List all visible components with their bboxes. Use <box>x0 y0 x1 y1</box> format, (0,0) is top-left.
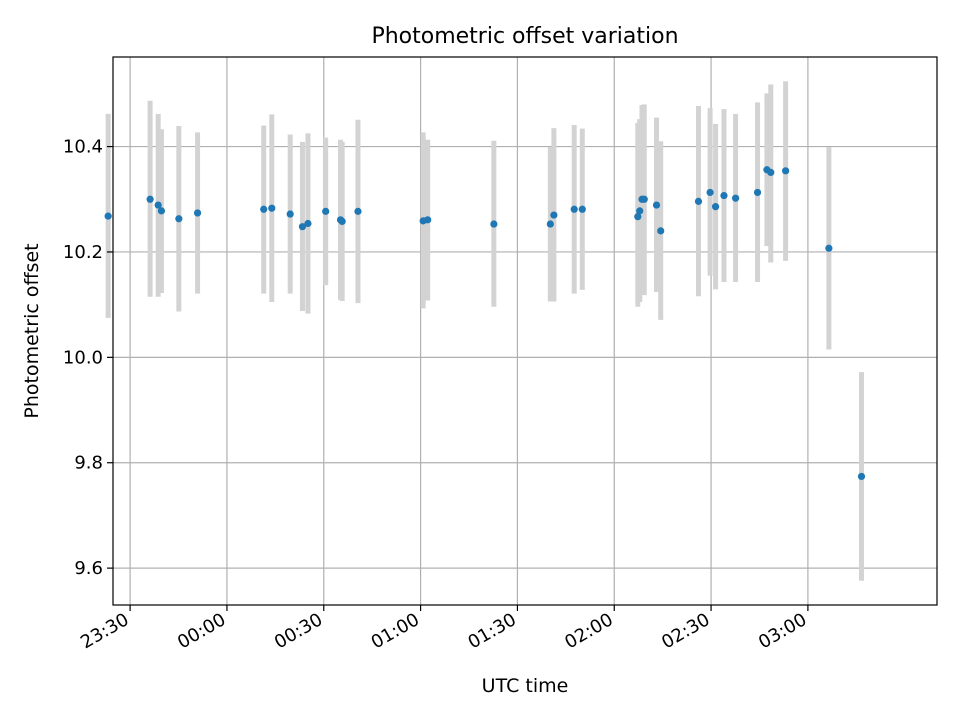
data-point <box>490 220 498 228</box>
data-point <box>146 195 154 203</box>
data-points <box>104 166 866 481</box>
data-point <box>640 195 648 203</box>
data-point <box>720 191 728 200</box>
data-point <box>338 217 346 225</box>
data-point <box>298 223 307 231</box>
data-point <box>546 220 554 228</box>
y-tick-label: 9.6 <box>74 558 103 579</box>
data-point <box>175 215 183 223</box>
data-point <box>322 207 330 215</box>
data-point <box>268 204 276 212</box>
data-point <box>104 212 112 220</box>
data-point <box>857 472 866 481</box>
data-point <box>157 207 166 215</box>
data-point <box>694 197 703 205</box>
y-tick-label: 10.0 <box>63 347 103 368</box>
data-point <box>154 201 162 209</box>
chart-title: Photometric offset variation <box>371 24 678 49</box>
data-point <box>753 188 762 197</box>
data-point <box>652 201 661 209</box>
data-point <box>711 203 720 211</box>
data-point <box>570 205 578 213</box>
data-point <box>193 209 202 217</box>
plot-frame <box>112 56 938 606</box>
data-point <box>304 219 312 228</box>
y-tick-label: 10.4 <box>63 137 103 158</box>
data-point <box>636 207 644 215</box>
data-point <box>825 244 833 252</box>
grid <box>113 57 937 605</box>
data-point <box>286 210 294 218</box>
data-point <box>731 194 740 202</box>
y-tick-label: 10.2 <box>63 242 103 263</box>
data-point <box>657 227 665 235</box>
data-point <box>260 205 268 213</box>
y-axis-label: Photometric offset <box>21 243 43 418</box>
data-point <box>782 167 790 175</box>
data-point <box>354 207 362 215</box>
data-point <box>706 188 714 197</box>
data-point <box>767 168 775 176</box>
y-tick-label: 9.8 <box>74 453 103 474</box>
data-point <box>550 211 558 219</box>
data-point <box>634 213 642 221</box>
x-axis-label: UTC time <box>482 675 569 697</box>
data-point <box>578 205 586 213</box>
data-point <box>424 216 432 224</box>
